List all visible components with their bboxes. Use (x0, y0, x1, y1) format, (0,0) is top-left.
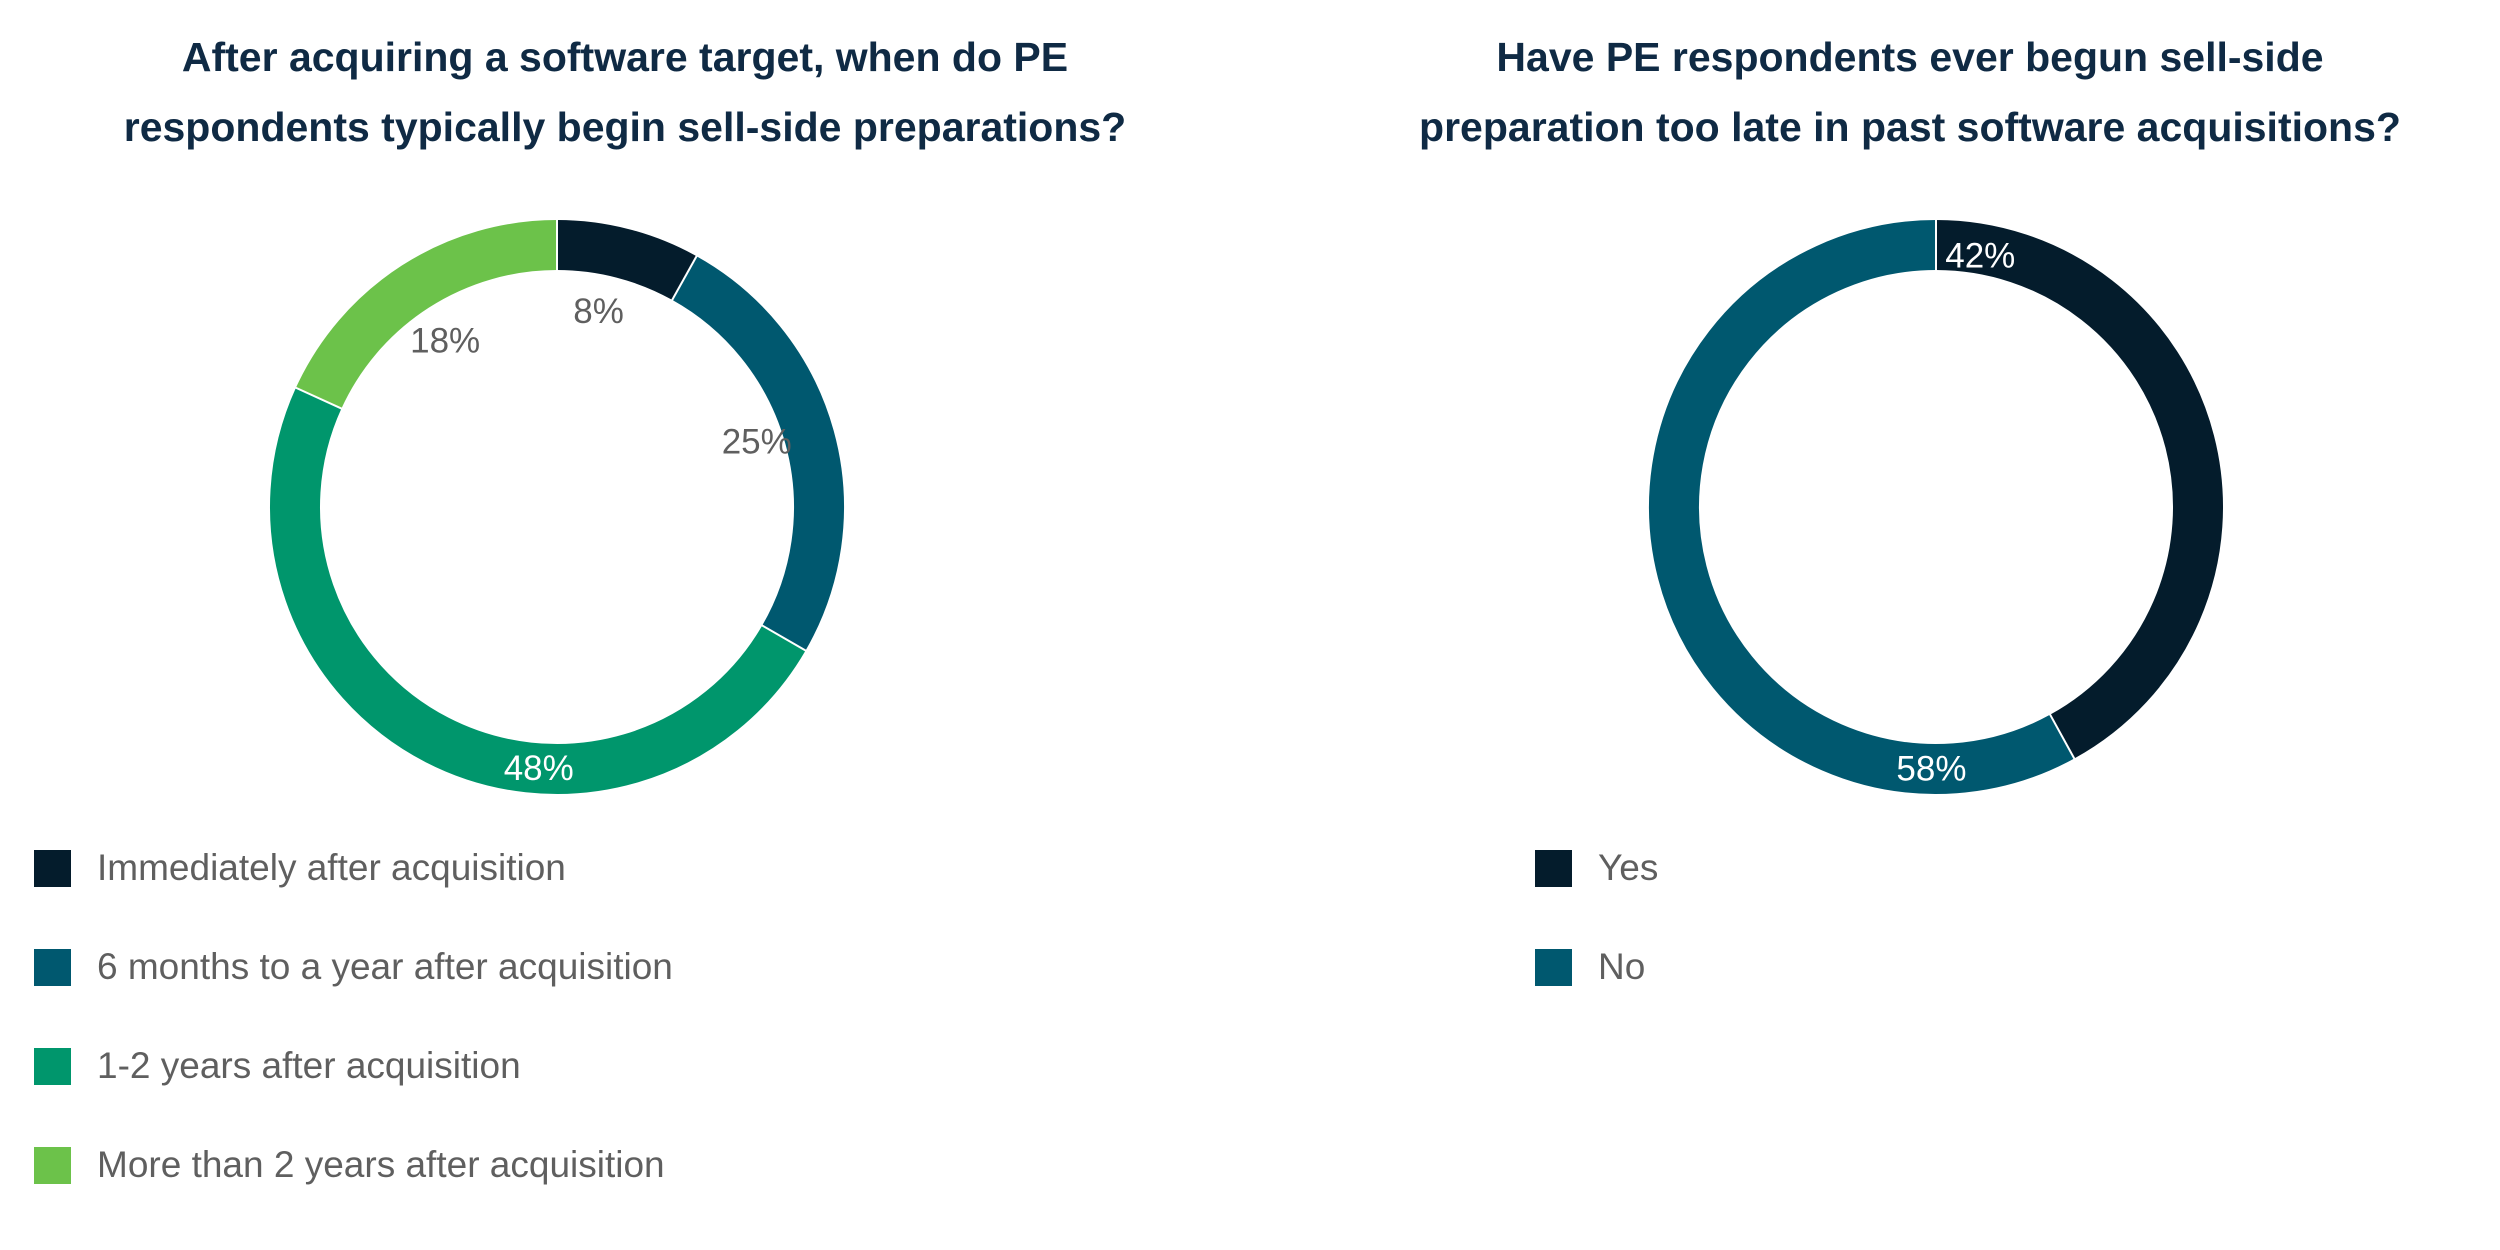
data-label-no: 58% (1896, 749, 1966, 788)
chart-title-line-1: Have PE respondents ever begun sell-side (1496, 34, 2324, 80)
legend-swatch-6-months (34, 948, 71, 986)
legend-swatch-yes (1535, 849, 1572, 887)
legend-label-more-than-2-years: More than 2 years after acquisition (97, 1144, 665, 1185)
legend-timing: Immediately after acquisition 6 months t… (34, 847, 673, 1244)
chart-title-line-1: After acquiring a software target, when … (181, 34, 1069, 80)
donut-slice-yes (1935, 220, 2223, 759)
chart-title-too-late: Have PE respondents ever begun sell-side… (1330, 22, 2490, 162)
legend-label-6-months: 6 months to a year after acquisition (97, 946, 673, 987)
legend-swatch-more-than-2-years (34, 1146, 71, 1184)
slice-separator (670, 254, 698, 302)
legend-label-1-2-years: 1-2 years after acquisition (97, 1045, 521, 1086)
chart-title-line-2: respondents typically begin sell-side pr… (123, 104, 1127, 150)
legend-item-no: No (1535, 946, 1658, 987)
chart-panel-timing: After acquiring a software target, when … (20, 22, 1230, 1244)
legend-label-no: No (1598, 946, 1646, 987)
chart-title-line-2: preparation too late in past software ac… (1419, 104, 2401, 150)
legend-item-1-2-years: 1-2 years after acquisition (34, 1045, 673, 1086)
donut-slice-more-than-2-years-after-acquisition (295, 220, 558, 409)
slice-separator (294, 386, 343, 410)
legend-swatch-1-2-years (34, 1047, 71, 1085)
data-label-1-2-years-after-acquisition: 48% (504, 749, 574, 788)
legend-swatch-immediately (34, 849, 71, 887)
legend-item-immediately: Immediately after acquisition (34, 847, 673, 888)
slice-separator (2048, 713, 2076, 760)
legend-item-yes: Yes (1535, 847, 1659, 888)
legend-item-more-than-2-years: More than 2 years after acquisition (34, 1144, 673, 1185)
chart-title-timing: After acquiring a software target, when … (20, 22, 1230, 162)
legend-label-yes: Yes (1598, 847, 1659, 888)
data-label-immediately-after-acquisition: 8% (573, 292, 624, 331)
data-label-more-than-2-years-after-acquisition: 18% (410, 322, 480, 361)
legend-label-immediately: Immediately after acquisition (97, 847, 566, 888)
donut-slice-immediately-after-acquisition (556, 220, 697, 301)
legend-too-late: Yes No (1535, 847, 1659, 1046)
donut-slice-1-2-years-after-acquisition (270, 387, 806, 794)
donut-slice-no (1649, 220, 2075, 794)
data-label-6-months-to-a-year-after-acquisition: 25% (722, 423, 792, 462)
donut-chart-timing: 8% 25% 48% 18% (270, 219, 844, 794)
donut-chart-too-late: 42% 58% (1649, 219, 2223, 794)
legend-swatch-no (1535, 948, 1572, 986)
slice-separator (760, 624, 807, 652)
legend-item-6-months: 6 months to a year after acquisition (34, 946, 673, 987)
data-label-yes: 42% (1945, 236, 2015, 275)
donut-slice-6-months-to-a-year-after-acquisition (672, 256, 844, 651)
chart-panel-too-late: Have PE respondents ever begun sell-side… (1250, 0, 2500, 1250)
